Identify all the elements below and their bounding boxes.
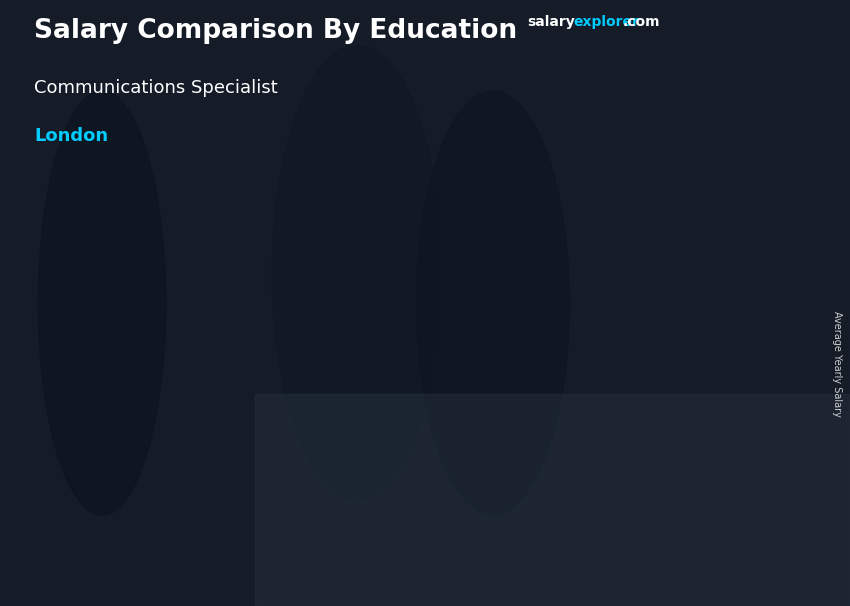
Text: +31%: +31% xyxy=(542,213,614,233)
Polygon shape xyxy=(455,315,554,321)
Polygon shape xyxy=(378,381,384,533)
Text: +45%: +45% xyxy=(372,263,444,284)
Polygon shape xyxy=(208,402,214,533)
Text: 56,200 GBP: 56,200 GBP xyxy=(458,294,545,307)
Text: salary: salary xyxy=(527,15,575,29)
Text: .com: .com xyxy=(622,15,660,29)
Text: Communications Specialist: Communications Specialist xyxy=(34,79,278,97)
Polygon shape xyxy=(548,315,554,533)
Bar xyxy=(255,394,850,606)
Text: 38,800 GBP: 38,800 GBP xyxy=(288,360,375,373)
Polygon shape xyxy=(285,381,384,387)
Polygon shape xyxy=(115,402,214,408)
Ellipse shape xyxy=(272,45,442,500)
Ellipse shape xyxy=(38,91,166,515)
Polygon shape xyxy=(115,408,208,533)
Polygon shape xyxy=(455,321,548,533)
Text: Salary Comparison By Education: Salary Comparison By Education xyxy=(34,18,517,44)
Text: 33,000 GBP: 33,000 GBP xyxy=(118,382,205,395)
Text: Average Yearly Salary: Average Yearly Salary xyxy=(832,311,842,416)
Text: +18%: +18% xyxy=(202,323,274,344)
Text: explorer: explorer xyxy=(574,15,639,29)
Polygon shape xyxy=(625,255,718,533)
Ellipse shape xyxy=(416,91,570,515)
Polygon shape xyxy=(285,387,378,533)
Text: 73,600 GBP: 73,600 GBP xyxy=(628,228,715,241)
Polygon shape xyxy=(625,248,724,255)
Text: London: London xyxy=(34,127,108,145)
Polygon shape xyxy=(718,248,724,533)
